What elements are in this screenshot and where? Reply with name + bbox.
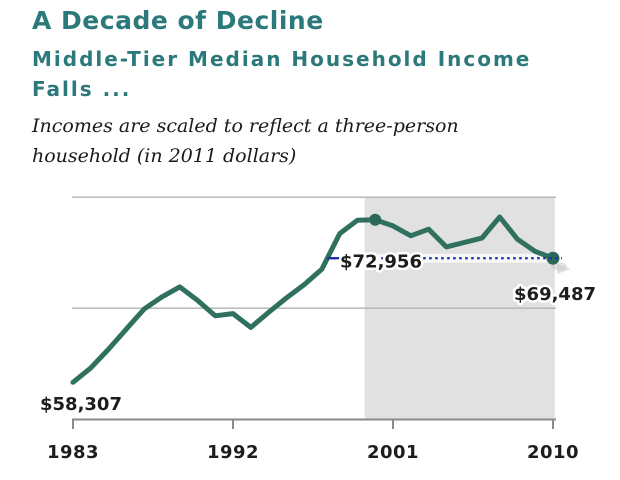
x-tick-label-1992: 1992	[207, 442, 259, 463]
chart-kicker: A Decade of Decline	[32, 6, 324, 35]
income-line-chart: $58,307 $72,956 $69,487 1983 1992 2001 2…	[40, 196, 599, 463]
chart-subtitle-note: Incomes are scaled to reflect a three-pe…	[32, 111, 620, 171]
data-point-2010	[546, 251, 560, 265]
x-tick-label-2010: 2010	[527, 442, 579, 463]
chart-title-line2: Falls ...	[32, 77, 132, 101]
chart-note-line2: household (in 2011 dollars)	[32, 145, 297, 167]
value-label-2010: $69,487	[514, 284, 596, 305]
data-point-2000	[369, 213, 382, 226]
x-ticks	[72, 419, 554, 429]
chart-note-line1: Incomes are scaled to reflect a three-pe…	[32, 115, 459, 137]
chart-title: Middle-Tier Median Household Income Falls…	[32, 44, 620, 104]
x-tick-label-2001: 2001	[367, 442, 419, 463]
value-label-2000: $72,956	[340, 252, 422, 273]
x-tick-label-1983: 1983	[47, 442, 99, 463]
income-infographic: A Decade of Decline Middle-Tier Median H…	[0, 6, 620, 480]
value-label-1983: $58,307	[40, 394, 122, 415]
chart-title-line1: Middle-Tier Median Household Income	[32, 47, 532, 71]
income-line	[70, 214, 556, 385]
reference-arrow-shadow	[557, 264, 571, 274]
